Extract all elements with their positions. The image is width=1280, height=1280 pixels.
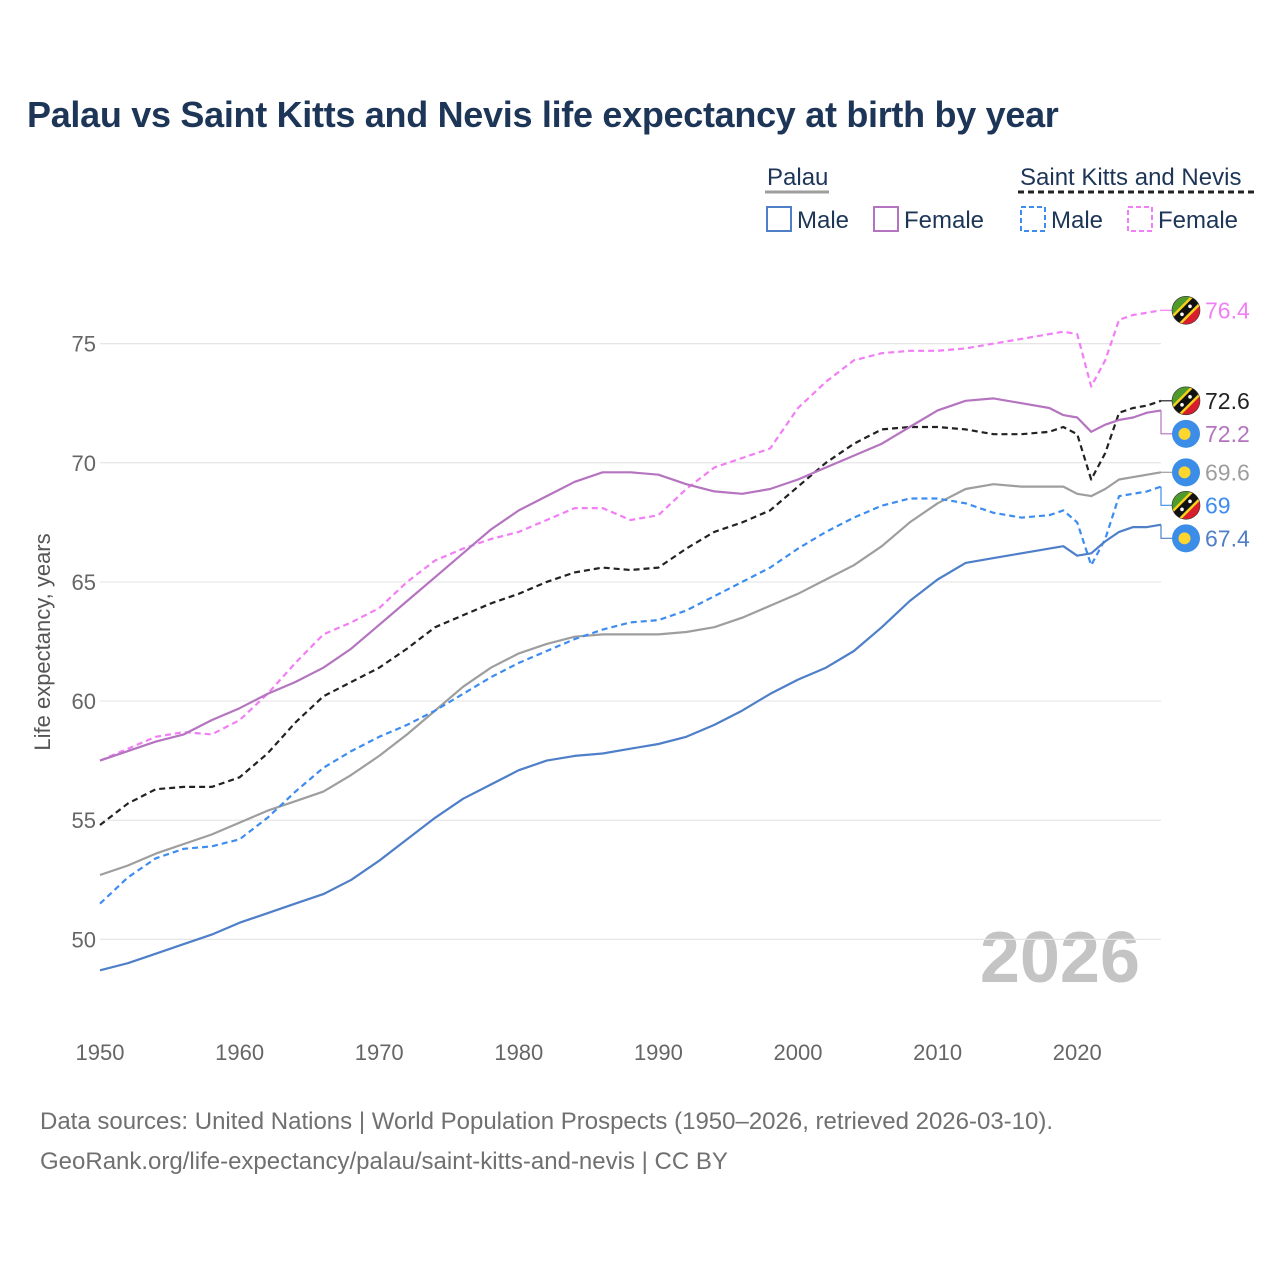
end-label-palau_male: 67.4 (1205, 525, 1250, 551)
legend-label-skn-male: Male (1051, 207, 1103, 234)
axes: 50 55 60 65 70 75 1950 1960 1970 1980 1990 2000 2010… (72, 332, 1102, 1065)
y-tick-label: 55 (72, 808, 96, 833)
y-tick-label: 75 (72, 332, 96, 357)
legend-swatch-palau-male (766, 206, 792, 232)
grid (100, 343, 1161, 940)
x-tick-label: 1990 (634, 1040, 683, 1065)
x-tick-label: 1960 (215, 1040, 264, 1065)
legend-group-palau: Palau (767, 164, 828, 191)
saint-kitts-and-nevis-flag-icon (1171, 295, 1201, 325)
legend-swatch-skn-female (1127, 206, 1153, 232)
end-labels: 76.4 72.6 72.2 69.6 69 67.4 (1160, 295, 1250, 553)
end-label-connector (1160, 410, 1173, 435)
x-tick-label: 2020 (1053, 1040, 1102, 1065)
end-label-skn_female: 76.4 (1205, 297, 1250, 323)
palau-flag-icon (1172, 524, 1200, 553)
legend-label-palau-male: Male (797, 207, 849, 234)
series-line-skn_male (99, 485, 1162, 905)
saint-kitts-and-nevis-flag-icon (1171, 386, 1201, 416)
x-tick-label: 2000 (774, 1040, 823, 1065)
series-line-skn_total (99, 399, 1162, 826)
end-label-palau_total: 69.6 (1205, 459, 1250, 485)
y-tick-label: 65 (72, 570, 96, 595)
y-tick-label: 60 (72, 689, 96, 714)
year-watermark: 2026 (980, 918, 1140, 998)
saint-kitts-and-nevis-flag-icon (1171, 491, 1201, 520)
legend: Palau Male Female Saint Kitts and Nevis … (765, 164, 1254, 234)
end-label-skn_total: 72.6 (1205, 388, 1250, 414)
palau-flag-icon (1172, 458, 1200, 487)
legend-label-skn-female: Female (1158, 207, 1238, 234)
series-line-palau_male (99, 523, 1162, 972)
x-tick-label: 1950 (76, 1040, 125, 1065)
series-line-palau_female (99, 397, 1162, 762)
end-label-skn_male: 69 (1205, 492, 1231, 518)
series-line-palau_total (99, 471, 1162, 877)
y-tick-label: 50 (72, 927, 96, 952)
legend-swatch-palau-female (873, 206, 899, 232)
source-url-line: GeoRank.org/life-expectancy/palau/saint-… (40, 1148, 728, 1175)
end-label-connector (1160, 486, 1173, 506)
y-axis-label: Life expectancy, years (30, 533, 55, 750)
x-tick-label: 2010 (913, 1040, 962, 1065)
chart-title: Palau vs Saint Kitts and Nevis life expe… (27, 94, 1059, 135)
legend-group-skn: Saint Kitts and Nevis (1020, 164, 1241, 191)
x-tick-label: 1980 (494, 1040, 543, 1065)
x-tick-label: 1970 (355, 1040, 404, 1065)
y-tick-label: 70 (72, 451, 96, 476)
series (99, 309, 1162, 972)
legend-swatch-skn-male (1020, 206, 1046, 232)
source-line: Data sources: United Nations | World Pop… (40, 1108, 1054, 1135)
series-line-skn_female (99, 309, 1162, 762)
palau-flag-icon (1172, 419, 1200, 448)
legend-label-palau-female: Female (904, 207, 984, 234)
end-label-palau_female: 72.2 (1205, 421, 1250, 447)
end-label-connector (1160, 524, 1173, 539)
